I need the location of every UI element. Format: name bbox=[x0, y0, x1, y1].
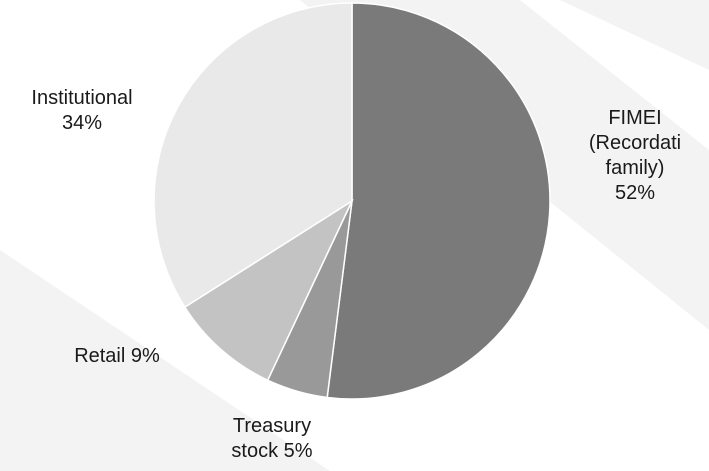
slice-label-line: Institutional bbox=[31, 87, 133, 109]
slice-label-line: (Recordati bbox=[588, 132, 682, 154]
slice-label-line: 52% bbox=[614, 182, 656, 204]
background-stripe bbox=[0, 250, 330, 471]
slice-label-institutional: Institutional 34% bbox=[0, 86, 164, 136]
slice-label-line: Retail 9% bbox=[74, 345, 160, 367]
slice-label-treasury-stock: Treasury stock 5% bbox=[212, 414, 332, 464]
slice-label-line: FIMEI bbox=[608, 107, 662, 129]
pie-slice-institutional bbox=[153, 2, 353, 309]
slice-label-retail: Retail 9% bbox=[52, 344, 182, 369]
slice-label-line: stock 5% bbox=[231, 440, 313, 462]
pie-slice-retail bbox=[183, 198, 354, 382]
slice-label-line: family) bbox=[605, 157, 665, 179]
pie-slices bbox=[153, 2, 551, 400]
slice-label-line: 34% bbox=[61, 112, 103, 134]
background-stripe bbox=[560, 0, 709, 70]
slice-label-fimei: FIMEI (Recordati family) 52% bbox=[570, 106, 700, 206]
pie-slice-fimei-recordati-family bbox=[326, 2, 551, 400]
slice-label-line: Treasury bbox=[232, 415, 312, 437]
